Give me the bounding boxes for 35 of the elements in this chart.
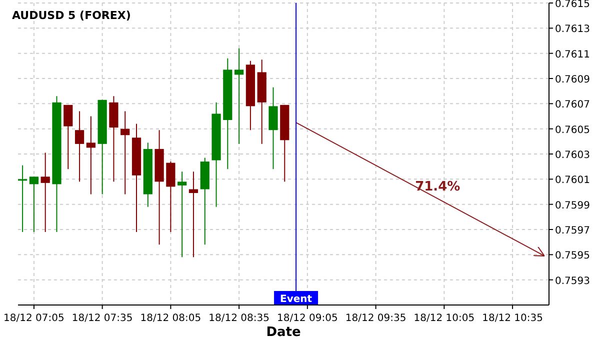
annotation: 71.4% [415, 180, 460, 195]
y-tick-label: 0.7593 [555, 276, 590, 287]
candlestick [29, 176, 39, 233]
x-tick-label: 18/12 10:05 [414, 313, 475, 324]
candlestick [40, 152, 50, 233]
x-tick-label: 18/12 09:05 [277, 313, 338, 324]
x-tick-label: 18/12 08:35 [208, 313, 270, 324]
candlestick [18, 164, 28, 233]
candlestick [166, 161, 176, 233]
candlestick [64, 104, 73, 170]
x-tick-label: 18/12 07:35 [72, 313, 133, 324]
y-tick-label: 0.7613 [555, 24, 590, 36]
y-tick-label: 0.7595 [555, 250, 590, 262]
text: AUDUSD 5 (FOREX) [12, 9, 131, 22]
candlestick [86, 116, 96, 195]
y-tick-label: 0.7601 [555, 175, 590, 186]
candlestick [268, 86, 278, 170]
candlestick [178, 171, 187, 258]
candlestick [188, 171, 198, 258]
candlestick [120, 110, 130, 195]
y-tick-label: 0.7597 [555, 226, 590, 236]
x-axis-title: Date [266, 325, 301, 340]
y-tick-label: 0.7607 [555, 100, 590, 111]
x-tick-label: 18/12 07:05 [4, 313, 64, 324]
ref-line-label: Event [280, 294, 312, 305]
y-tick-label: 0.7609 [555, 74, 590, 86]
y-tick-label: 0.7611 [555, 49, 590, 60]
y-tick-label: 0.7605 [555, 124, 590, 136]
y-tick-label: 0.7599 [555, 200, 590, 212]
candlestick [234, 48, 244, 144]
x-tick-label: 18/12 09:35 [345, 313, 406, 324]
x-tick-label: 18/12 08:05 [140, 313, 202, 324]
x-tick-label: 18/12 10:35 [482, 313, 543, 324]
candlestick [74, 110, 84, 182]
y-tick-label: 0.7603 [555, 150, 590, 161]
